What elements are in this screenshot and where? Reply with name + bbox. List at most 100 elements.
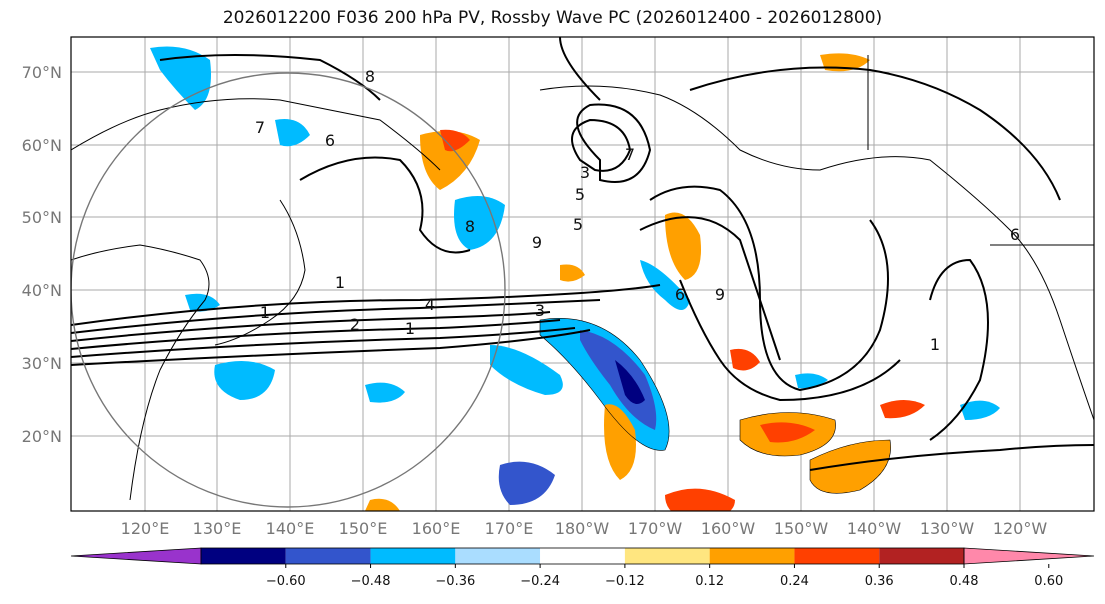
pv-contour [159,54,381,101]
colorbar-extend-high [963,547,1095,565]
contour-label: 5 [575,185,585,204]
negative-anomaly-area [960,400,1000,420]
colorbar-segment [709,548,795,564]
colorbar-tick-label: 0.60 [1034,574,1063,589]
negative-anomaly-area [498,461,555,505]
pv-contour [576,103,652,183]
contour-label: 4 [425,295,435,314]
negative-anomaly-area [640,260,690,310]
contour-label: 9 [715,285,725,304]
colorbar-tick-label: −0.24 [520,574,560,589]
asia-coastline [71,244,210,501]
pv-contour [571,118,632,172]
pv-contours [71,37,1094,471]
colorbar-segment [455,548,541,564]
pv-contour [649,185,889,392]
latitude-labels: 70°N 60°N 50°N 40°N 30°N 20°N [22,63,62,446]
colorbar-tick-label: −0.60 [266,574,306,589]
pv-contour [71,327,576,358]
pv-contour [559,37,601,101]
colorbar-tick-label: −0.36 [435,574,475,589]
contour-label: 2 [350,315,360,334]
longitude-label: 170°W [628,519,683,538]
negative-anomaly-area [214,361,275,400]
longitude-label: 150°W [774,519,829,538]
pv-contour [71,299,601,334]
pv-contour [809,444,1094,471]
contour-label: 7 [255,118,265,137]
colorbar: −0.60 −0.48 −0.36 −0.24 −0.12 0.12 0.24 0.36 0.4… [70,547,1095,589]
contour-label: 6 [325,131,335,150]
region-circle [71,72,506,508]
longitude-label: 120°E [121,519,170,538]
map-frame [70,36,1095,512]
contour-label: 1 [405,319,415,338]
contour-label: 1 [260,303,270,322]
negative-anomaly-area [365,382,405,403]
colorbar-segment [285,548,371,564]
positive-anomaly-area [810,440,891,494]
contour-label: 3 [580,163,590,182]
colorbar-frame [200,547,965,565]
contour-label: 9 [532,233,542,252]
latitude-label: 20°N [22,427,62,446]
longitude-labels: 120°E 130°E 140°E 150°E 160°E 170°E 180°W 170°W… [121,519,1048,538]
contour-label: 5 [573,215,583,234]
coastlines [71,55,1094,501]
colorbar-segment [794,548,880,564]
positive-anomaly-area [420,131,480,190]
latitude-label: 60°N [22,136,62,155]
colorbar-segment [201,548,286,564]
negative-anomaly-area [580,330,657,430]
longitude-label: 160°E [412,519,461,538]
positive-anomaly-area [365,498,400,511]
pv-contour [639,216,781,361]
contour-labels: 8 7 6 5 4 3 2 1 1 1 9 8 3 5 6 7 1 9 6 [255,67,1020,354]
colorbar-segment [624,548,710,564]
positive-anomaly-area [440,129,470,152]
longitude-label: 120°W [993,519,1048,538]
longitude-label: 140°W [847,519,902,538]
colorbar-segment [879,548,964,564]
contour-label: 7 [625,145,635,164]
pv-contour [71,319,561,350]
asia-coastline [71,98,441,171]
longitude-label: 140°E [266,519,315,538]
longitude-label: 150°E [339,519,388,538]
negative-anomaly-area [615,360,645,404]
contour-label: 6 [1010,225,1020,244]
positive-anomaly-area [760,422,815,443]
pv-contour [71,329,591,366]
contour-label: 8 [365,67,375,86]
positive-anomaly-area [730,348,760,371]
positive-anomaly-area [560,264,585,282]
longitude-label: 160°W [701,519,756,538]
colorbar-tick-label: 0.48 [950,574,979,589]
colorbar-extend-low [70,547,202,565]
colorbar-segment [370,548,456,564]
positive-anomaly-area [665,488,735,511]
pv-contour [689,66,1061,201]
contour-label: 1 [930,335,940,354]
graticule [71,37,1094,511]
contour-label: 8 [465,217,475,236]
pv-contour [679,279,901,402]
latitude-label: 30°N [22,354,62,373]
latitude-label: 70°N [22,63,62,82]
positive-anomaly-area [665,212,701,280]
pv-contour [71,311,551,342]
map-title: 2026012200 F036 200 hPa PV, Rossby Wave … [222,8,883,28]
contour-label: 3 [535,301,545,320]
negative-anomaly-area [454,196,505,250]
longitude-label: 180°W [555,519,610,538]
pc-shading [150,46,1000,511]
colorbar-tick-label: 0.36 [865,574,894,589]
latitude-label: 40°N [22,281,62,300]
pv-contour [929,258,989,441]
positive-anomaly-area [604,404,636,480]
positive-anomaly-area [880,400,925,419]
negative-anomaly-area [490,345,563,395]
longitude-label: 170°E [485,519,534,538]
colorbar-tick-label: 0.24 [780,574,809,589]
